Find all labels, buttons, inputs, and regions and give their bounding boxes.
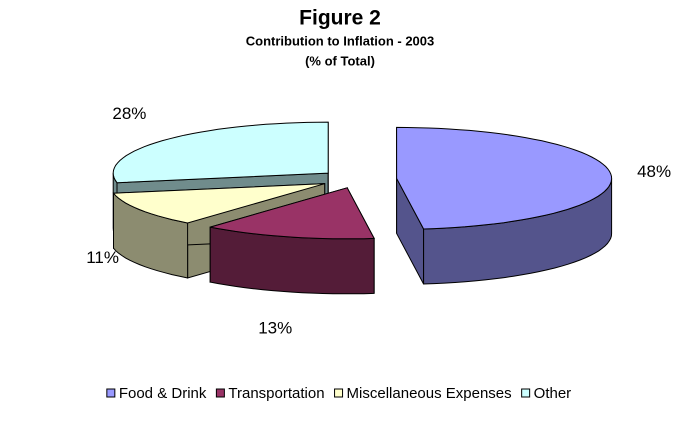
legend-swatch <box>334 388 344 398</box>
chart-subtitle: Contribution to Inflation - 2003 <box>246 33 435 48</box>
legend-label: Other <box>534 385 572 402</box>
slice-top <box>210 187 375 240</box>
data-label: 11% <box>86 248 119 267</box>
legend-swatch <box>106 388 116 398</box>
legend-label: Food & Drink <box>119 385 207 402</box>
slice-top <box>112 121 329 184</box>
legend-label: Miscellaneous Expenses <box>347 385 512 402</box>
legend-swatch <box>521 388 531 398</box>
slice <box>396 126 613 285</box>
legend-label: Transportation <box>228 385 324 402</box>
data-label: 48% <box>637 162 671 181</box>
chart-subtitle: (% of Total) <box>305 53 375 68</box>
legend: Food & Drink Transportation Miscellaneous … <box>106 385 572 402</box>
slice-top <box>396 126 613 230</box>
data-label: 28% <box>112 104 146 123</box>
legend-swatch <box>215 388 225 398</box>
slice-top <box>112 183 325 224</box>
data-label: 13% <box>258 318 292 337</box>
chart-title: Figure 2 <box>299 7 381 30</box>
slice <box>209 187 375 295</box>
